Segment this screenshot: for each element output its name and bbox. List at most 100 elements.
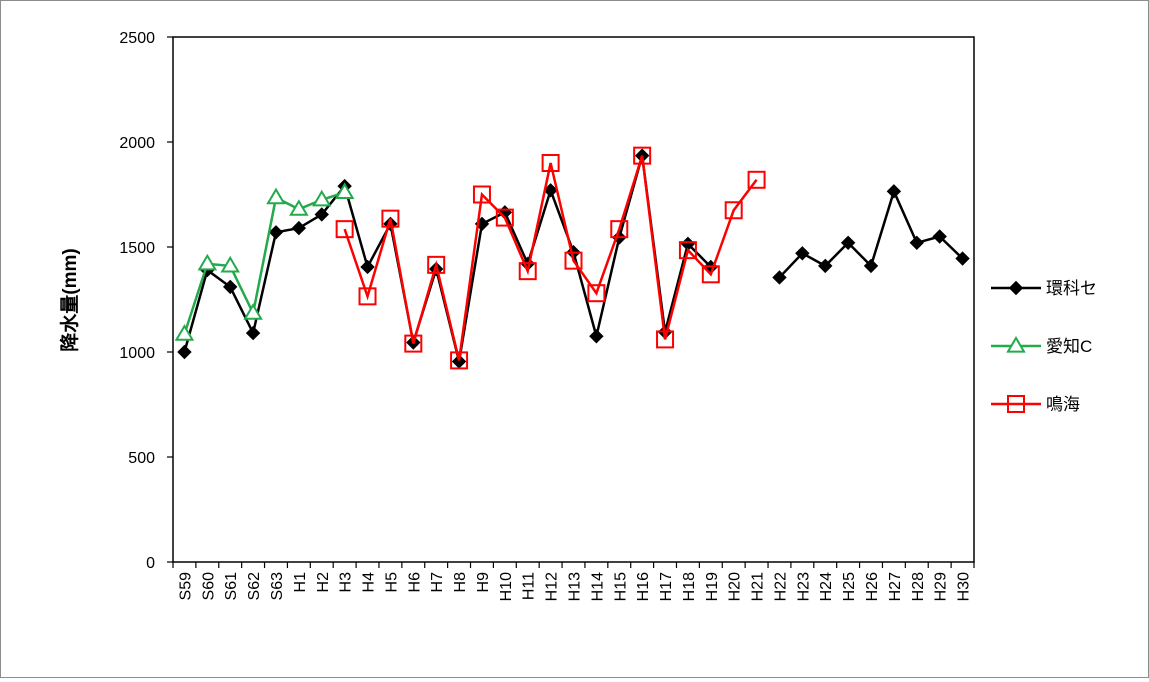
data-point: [541, 154, 560, 172]
legend-label: 環科セ: [1046, 279, 1097, 298]
data-point: [701, 265, 720, 284]
x-tick-label: H13: [567, 572, 584, 601]
plot-area: [172, 36, 975, 563]
data-point: [678, 241, 697, 260]
x-tick-label: H16: [635, 572, 652, 601]
data-point: [404, 334, 423, 353]
series-2: [174, 182, 355, 341]
x-tick-label: S62: [246, 572, 263, 601]
legend-marker: [1008, 280, 1024, 296]
x-tick-label: H9: [475, 572, 492, 593]
data-point: [450, 351, 469, 370]
data-point: [495, 208, 514, 227]
data-point: [840, 235, 856, 251]
data-point: [472, 185, 491, 204]
data-point: [724, 201, 743, 220]
y-tick-label: 2000: [119, 135, 155, 152]
x-tick-label: S61: [223, 572, 240, 601]
data-point: [312, 189, 332, 207]
x-tick-label: H6: [406, 572, 423, 593]
data-point: [564, 251, 583, 270]
data-point: [518, 262, 537, 281]
x-tick-label: H17: [658, 572, 675, 601]
x-tick-label: H27: [887, 572, 904, 601]
data-point: [314, 207, 329, 222]
data-point: [747, 170, 766, 189]
data-point: [174, 324, 195, 341]
x-tick-label: H1: [292, 572, 309, 593]
x-tick-label: H8: [452, 572, 469, 593]
x-tick-label: H2: [315, 572, 332, 593]
y-tick-label: 0: [146, 555, 155, 572]
data-point: [268, 225, 284, 240]
data-point: [633, 146, 652, 165]
data-point: [197, 253, 218, 271]
x-tick-label: H3: [338, 572, 355, 593]
x-tick-label: H11: [521, 572, 538, 600]
legend-item: 鳴海: [991, 395, 1080, 414]
x-tick-label: H10: [498, 572, 515, 601]
data-point: [220, 255, 240, 273]
legend-marker: [1007, 395, 1025, 413]
x-tick-label: H29: [933, 572, 950, 601]
data-point: [360, 259, 375, 275]
x-tick-label: H12: [544, 572, 561, 601]
data-point: [772, 270, 787, 285]
data-point: [656, 330, 675, 349]
data-point: [358, 287, 377, 306]
y-tick-label: 2500: [119, 30, 155, 47]
x-tick-label: H4: [361, 572, 378, 593]
data-point: [266, 187, 286, 205]
data-point: [909, 235, 924, 251]
x-tick-label: H21: [750, 572, 767, 601]
x-tick-label: H26: [864, 572, 881, 601]
x-tick-label: H30: [956, 572, 973, 601]
data-point: [863, 258, 879, 274]
data-point: [335, 220, 354, 239]
x-tick-label: H5: [383, 572, 400, 593]
x-tick-label: H14: [589, 572, 606, 601]
x-tick-label: H15: [612, 572, 629, 601]
data-point: [243, 303, 263, 320]
data-point: [886, 184, 902, 199]
series-3: [335, 146, 766, 370]
data-point: [795, 246, 810, 261]
x-tick-label: S59: [177, 572, 194, 601]
x-tick-label: H28: [910, 572, 927, 601]
data-point: [334, 182, 355, 199]
y-tick-label: 1000: [119, 345, 155, 362]
data-point: [427, 255, 446, 274]
data-point: [291, 220, 307, 236]
y-axis-label: 降水量(mm): [58, 248, 81, 351]
y-tick-label: 1500: [119, 240, 155, 257]
data-point: [932, 229, 947, 244]
x-tick-label: H24: [818, 572, 835, 601]
x-tick-label: H7: [429, 572, 446, 593]
data-point: [223, 279, 238, 295]
legend-label: 鳴海: [1046, 395, 1080, 414]
x-tick-label: H22: [772, 572, 789, 601]
x-tick-label: H25: [841, 572, 858, 601]
data-point: [589, 329, 604, 344]
y-tick-label: 500: [128, 450, 155, 467]
data-point: [610, 220, 629, 239]
series-line: [343, 155, 758, 361]
x-tick-label: S60: [200, 572, 217, 601]
data-point: [381, 209, 400, 228]
legend-label: 愛知C: [1046, 337, 1092, 356]
data-point: [177, 344, 192, 360]
data-point: [245, 325, 261, 341]
x-tick-label: H20: [727, 572, 744, 601]
data-point: [587, 284, 606, 303]
data-point: [289, 199, 309, 216]
data-point: [955, 251, 970, 266]
legend-item: 環科セ: [991, 279, 1097, 298]
legend-marker: [1006, 336, 1026, 353]
legend-item: 愛知C: [991, 336, 1092, 356]
x-tick-label: H23: [795, 572, 812, 601]
x-tick-label: H18: [681, 572, 698, 601]
data-point: [818, 258, 833, 274]
x-tick-label: H19: [704, 572, 721, 601]
